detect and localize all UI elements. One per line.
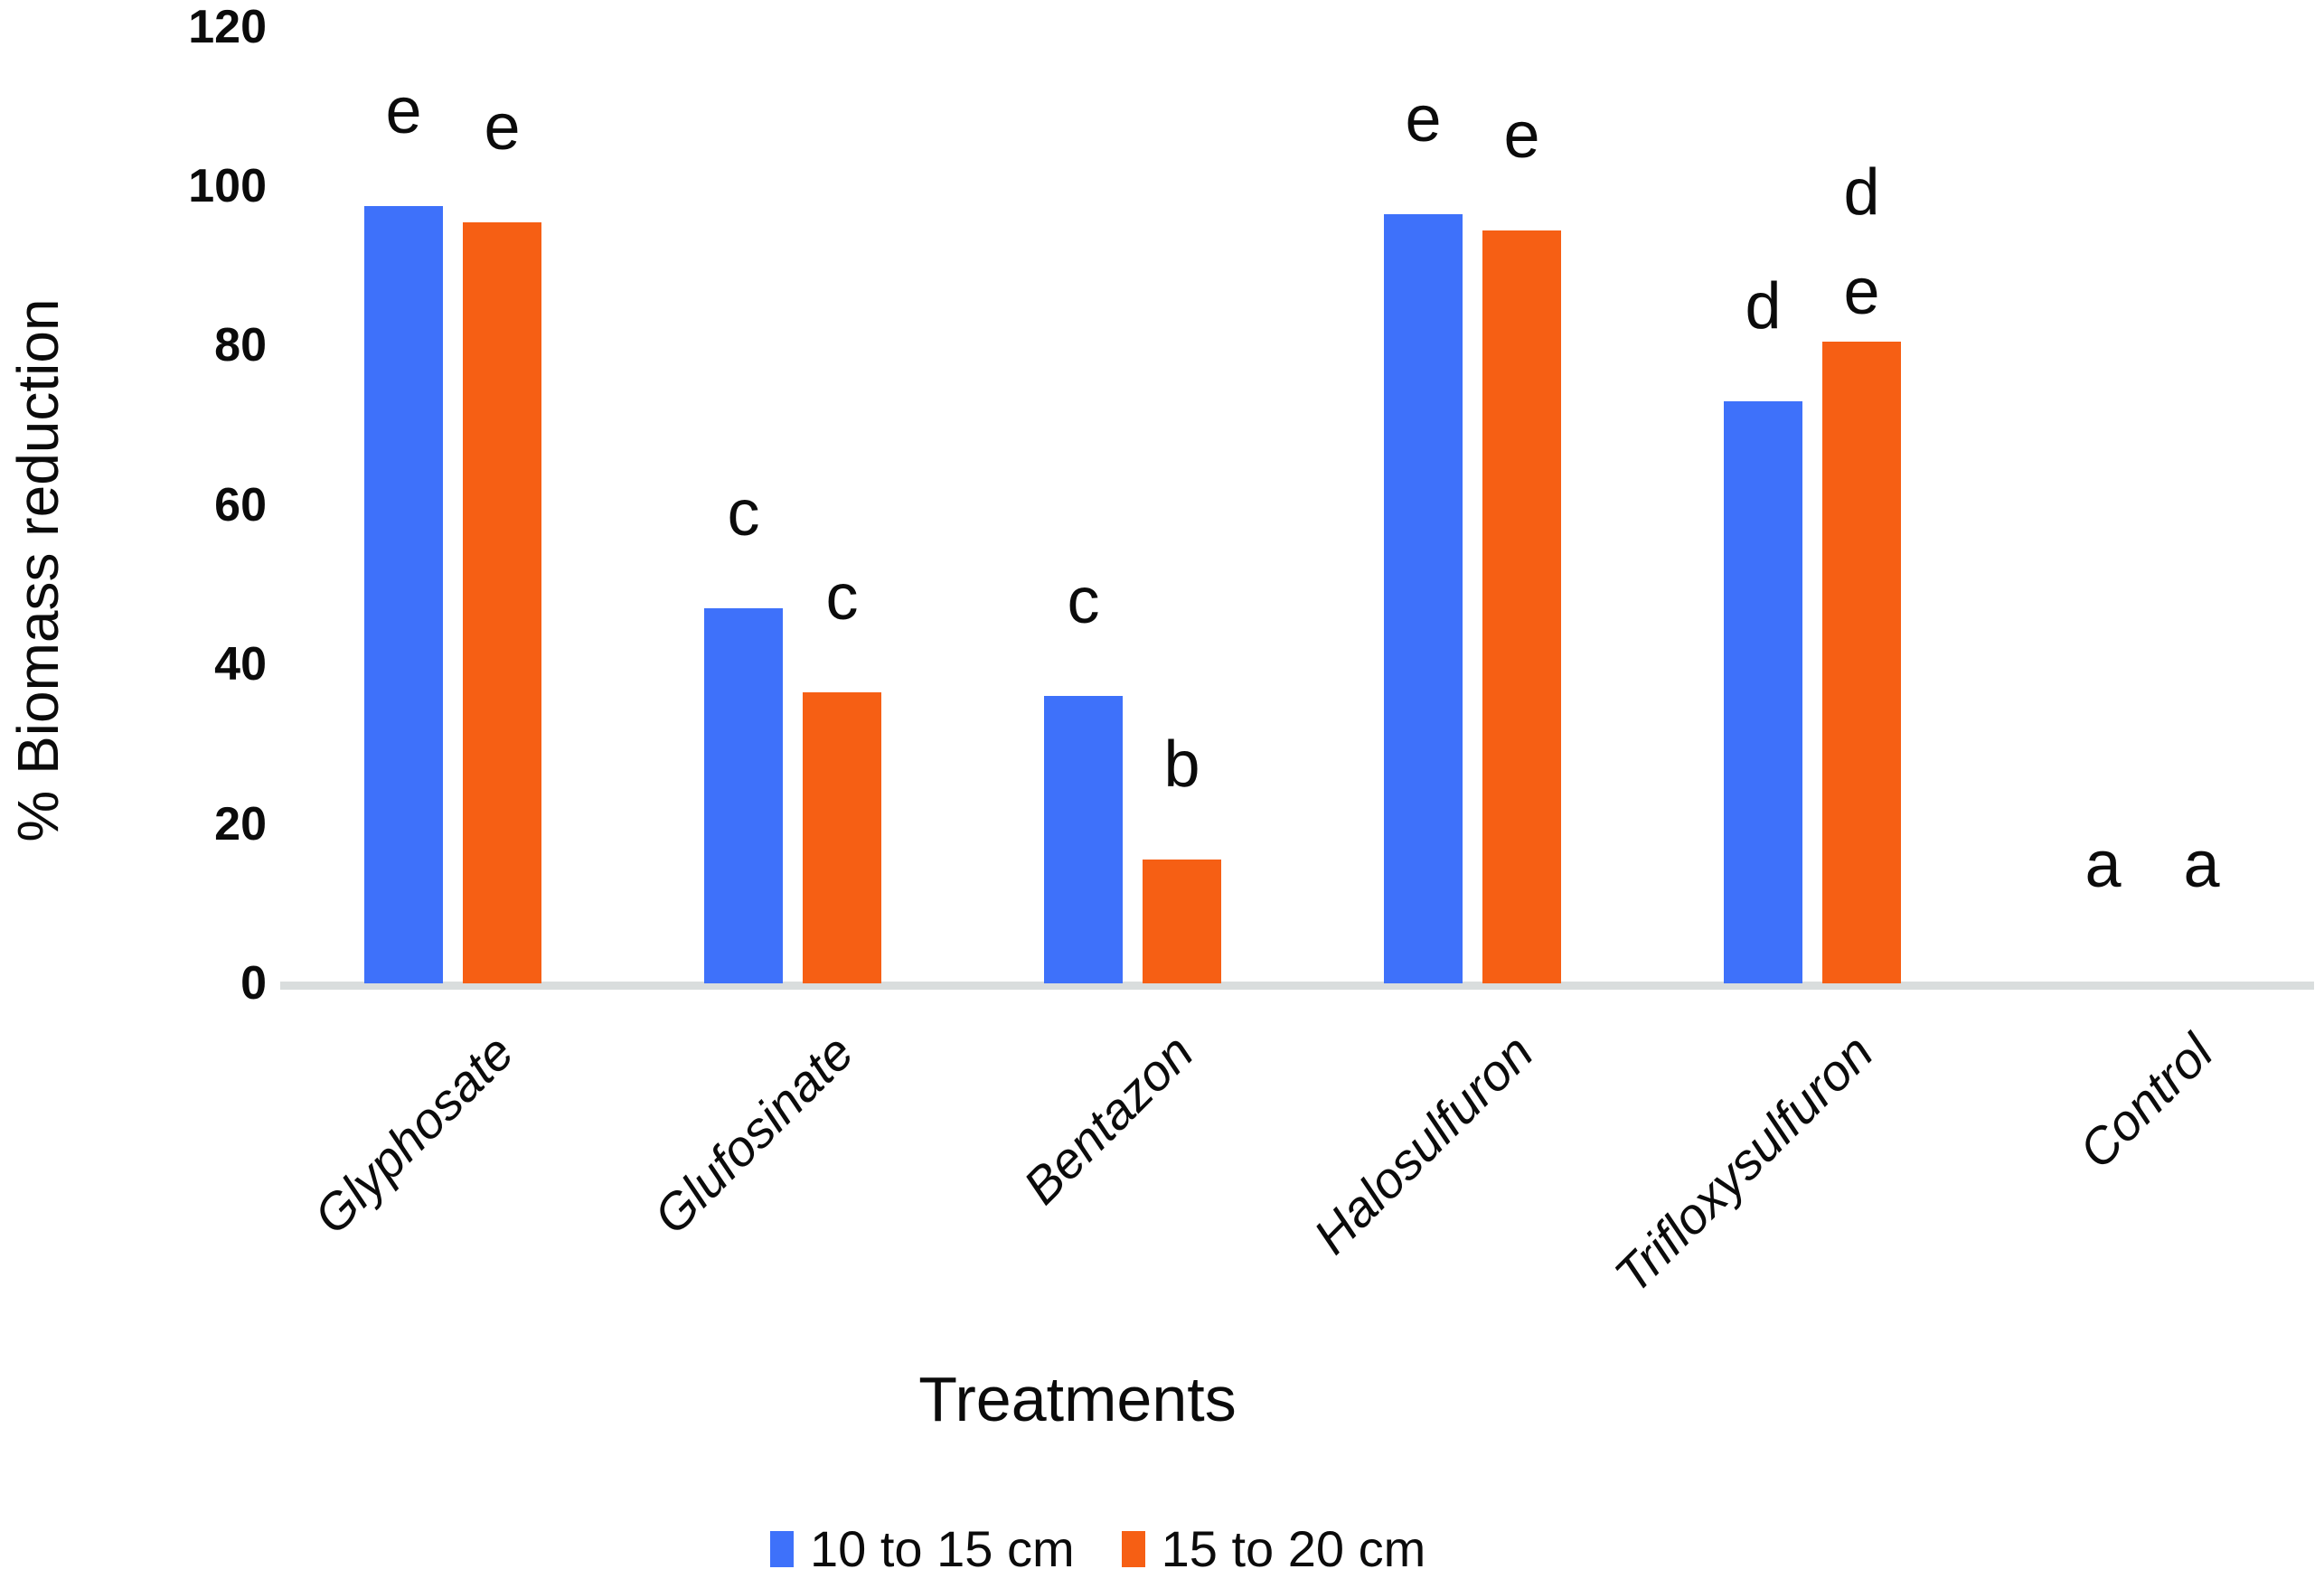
legend-swatch [770, 1531, 794, 1567]
y-tick-label: 40 [214, 638, 267, 691]
y-tick-label: 60 [214, 478, 267, 531]
bar-glufosinate-series1 [704, 608, 783, 983]
bar-glufosinate-series2 [803, 692, 881, 983]
significance-letter: a [2084, 829, 2122, 901]
significance-letter: e [385, 75, 422, 148]
y-tick-label: 80 [214, 319, 267, 372]
legend-label: 15 to 20 cm [1161, 1520, 1426, 1577]
significance-letter: a [2183, 829, 2220, 901]
legend-item: 15 to 20 cm [1121, 1520, 1426, 1577]
significance-letter: b [1163, 728, 1200, 802]
y-tick-label: 0 [240, 957, 267, 1010]
x-axis-line [280, 982, 2314, 990]
legend-swatch [1121, 1531, 1145, 1567]
x-axis-title: Treatments [918, 1364, 1237, 1434]
significance-letter: c [1067, 565, 1100, 638]
significance-letter: d e [1843, 155, 1880, 328]
significance-letter: e [484, 90, 521, 164]
y-tick-label: 120 [188, 0, 267, 53]
bar-trifloxysulfuron-series2 [1822, 341, 1901, 983]
bar-glyphosate-series2 [463, 221, 541, 983]
legend: 10 to 15 cm 15 to 20 cm [770, 1522, 1425, 1576]
significance-letter: c [825, 561, 859, 634]
bar-halosulfuron-series1 [1384, 213, 1463, 983]
y-tick-label: 20 [214, 797, 267, 850]
significance-letter: e [1405, 82, 1442, 155]
y-tick-label: 100 [188, 160, 267, 212]
bar-glyphosate-series1 [364, 206, 443, 983]
significance-letter: e [1503, 99, 1540, 172]
bar-bentazon-series1 [1044, 696, 1123, 983]
legend-item: 10 to 15 cm [770, 1522, 1075, 1576]
legend-label: 10 to 15 cm [810, 1520, 1075, 1577]
bar-bentazon-series2 [1143, 860, 1221, 983]
bar-trifloxysulfuron-series1 [1724, 401, 1802, 983]
bar-halosulfuron-series2 [1482, 230, 1561, 983]
significance-letter: c [727, 477, 760, 550]
significance-letter: d [1745, 270, 1782, 343]
